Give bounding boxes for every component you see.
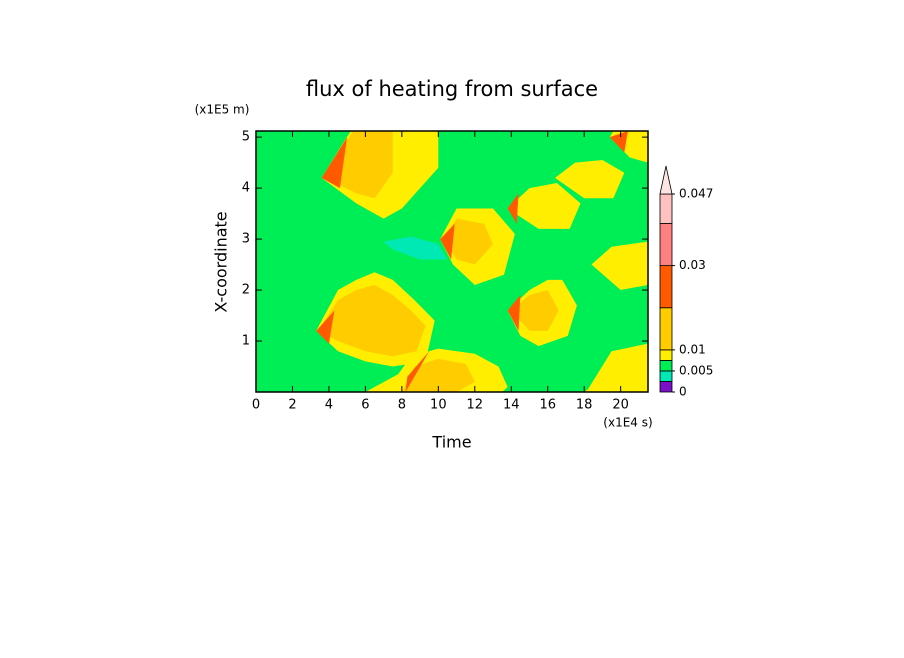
x-unit: (x1E4 s)	[603, 416, 652, 430]
contour-region	[555, 160, 625, 199]
contour-region	[507, 295, 521, 331]
x-tick-label: 8	[398, 398, 406, 413]
colorbar-tick-label: 0.03	[679, 258, 706, 272]
y-tick-label: 5	[242, 130, 250, 145]
contour-region	[507, 193, 519, 224]
contour-region	[440, 223, 455, 260]
colorbar-segment	[659, 223, 673, 267]
colorbar-segment	[659, 265, 673, 309]
contour-region	[443, 218, 494, 265]
x-tick-label: 4	[325, 398, 333, 413]
x-tick-label: 12	[467, 398, 484, 413]
x-tick-label: 2	[288, 398, 296, 413]
y-tick-label: 4	[242, 181, 250, 196]
x-tick-label: 16	[539, 398, 556, 413]
colorbar-segment	[659, 193, 673, 224]
colorbar-tick-label: 0.01	[679, 342, 706, 356]
contour-region	[507, 182, 581, 229]
contour-region	[317, 284, 426, 357]
chart-title: flux of heating from surface	[306, 77, 598, 101]
colorbar-segment	[659, 370, 673, 382]
contour-region	[383, 236, 448, 260]
contour-region	[511, 290, 559, 331]
y-axis-label: X-coordinate	[212, 211, 231, 312]
contour-region	[316, 310, 335, 344]
contour-region	[405, 351, 430, 392]
colorbar-tick-label: 0	[679, 385, 687, 399]
contour-region	[321, 137, 348, 189]
y-tick-label: 3	[242, 232, 250, 247]
colorbar-segment	[659, 381, 673, 393]
y-tick-label: 1	[242, 334, 250, 349]
y-unit: (x1E5 m)	[195, 103, 250, 117]
x-tick-label: 14	[503, 398, 520, 413]
y-tick-label: 2	[242, 283, 250, 298]
colorbar-tick-label: 0.005	[679, 363, 713, 377]
colorbar-segment	[659, 360, 673, 372]
x-axis-label: Time	[431, 433, 471, 452]
x-tick-label: 20	[612, 398, 629, 413]
x-tick-label: 10	[430, 398, 447, 413]
contour-region	[584, 343, 648, 392]
plot-frame	[255, 130, 649, 393]
x-tick-label: 0	[252, 398, 260, 413]
contour-region	[591, 241, 648, 291]
contour-region	[609, 131, 628, 153]
colorbar-segment	[659, 307, 673, 351]
colorbar-tick-label: 0.047	[679, 187, 713, 201]
colorbar-segment	[659, 349, 673, 361]
x-tick-label: 6	[361, 398, 369, 413]
contour-region	[401, 358, 475, 392]
colorbar-extension	[659, 165, 673, 195]
contour-region	[325, 131, 393, 199]
x-tick-label: 18	[576, 398, 593, 413]
